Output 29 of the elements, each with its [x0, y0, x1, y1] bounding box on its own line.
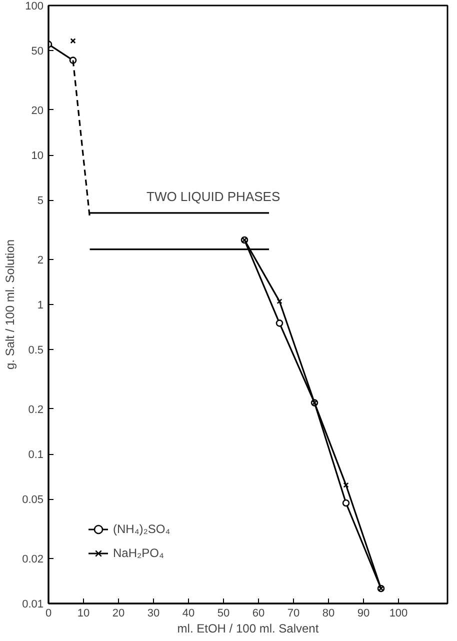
y-tick-label: 0.01 [22, 598, 44, 610]
y-tick-label: 50 [31, 46, 44, 58]
x-tick-label: 30 [147, 608, 160, 620]
y-tick-label: 100 [25, 0, 44, 12]
y-tick-label: 10 [31, 150, 44, 162]
x-tick-label: 80 [322, 608, 335, 620]
legend-label: (NH₄)₂SO₄ [113, 522, 170, 536]
x-tick-label: 100 [389, 608, 408, 620]
x-tick-label: 40 [182, 608, 195, 620]
legend-label: NaH₂PO₄ [113, 546, 164, 560]
x-tick-label: 90 [357, 608, 370, 620]
x-tick-label: 20 [112, 608, 125, 620]
x-tick-label: 60 [252, 608, 265, 620]
annotation: TWO LIQUID PHASES [146, 189, 280, 204]
y-tick-label: 0.5 [28, 344, 44, 357]
y-tick-label: 0.2 [28, 404, 44, 416]
x-axis-title: ml. EtOH / 100 ml. Salvent [177, 622, 320, 636]
x-tick-label: 50 [217, 608, 230, 620]
y-tick-label: 0.1 [28, 449, 44, 461]
y-tick-label: 0.02 [22, 553, 44, 566]
y-tick-label: 20 [31, 104, 44, 117]
x-tick-label: 0 [45, 608, 52, 620]
y-tick-label: 2 [37, 254, 44, 266]
y-tick-label: 1 [37, 300, 44, 312]
y-axis-title: g. Salt / 100 ml. Solution [3, 239, 18, 370]
y-tick-label: 5 [37, 195, 44, 208]
x-tick-label: 10 [77, 608, 90, 620]
y-tick-label: 0.05 [22, 494, 44, 506]
x-tick-label: 70 [287, 608, 300, 620]
